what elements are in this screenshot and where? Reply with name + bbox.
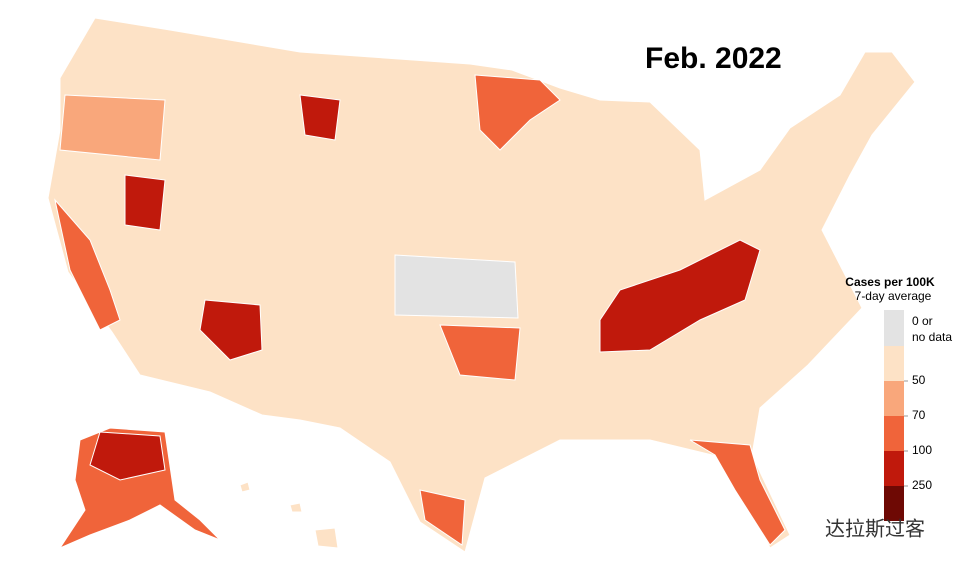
minnesota-region — [474, 74, 561, 151]
map-title: Feb. 2022 — [645, 42, 782, 75]
legend-label: 70 — [912, 408, 926, 422]
legend-subtitle: 7-day average — [855, 289, 932, 303]
southwest-region — [199, 299, 263, 361]
legend-swatch — [884, 346, 904, 381]
watermark: 达拉斯过客 — [825, 517, 925, 540]
nevada-region — [124, 174, 166, 231]
legend-swatch — [884, 310, 904, 346]
legend-label: 100 — [912, 443, 932, 457]
oregon-region — [59, 94, 166, 161]
california-region — [54, 198, 121, 331]
florida-region — [689, 439, 786, 546]
legend-title: Cases per 100K — [845, 275, 935, 289]
legend-label: 0 or — [912, 314, 933, 328]
kansas-no-data — [394, 254, 519, 319]
legend-swatch — [884, 416, 904, 451]
us-map — [47, 17, 916, 553]
legend-swatch — [884, 451, 904, 486]
montana-region — [299, 94, 341, 141]
legend-swatch — [884, 381, 904, 416]
appalachia-hotspot — [599, 239, 761, 353]
legend-swatch — [884, 486, 904, 521]
legend: Cases per 100K 7-day average 0 or no data… — [845, 275, 952, 521]
legend-label: 250 — [912, 478, 932, 492]
oklahoma-region — [439, 324, 521, 381]
hawaii — [239, 481, 339, 549]
alaska-hotspot — [89, 431, 166, 481]
legend-label: 50 — [912, 373, 926, 387]
legend-label: no data — [912, 330, 952, 344]
texas-south-region — [419, 489, 466, 546]
